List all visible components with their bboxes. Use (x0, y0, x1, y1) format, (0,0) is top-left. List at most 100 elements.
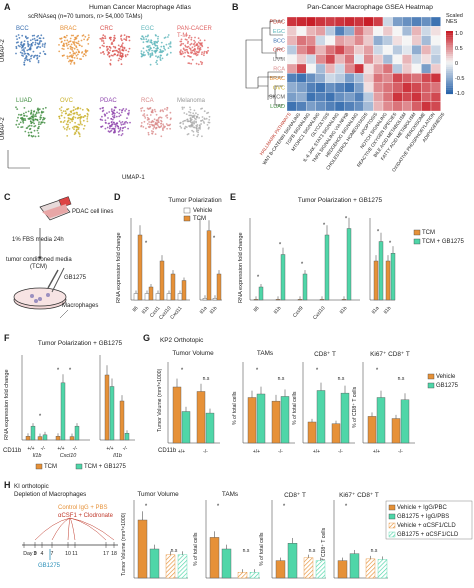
panel-letter-e: E (230, 192, 237, 202)
g-bar-gb (316, 390, 326, 444)
panel-letter-g: G (143, 333, 151, 343)
h-legend-0: Vehicle + IgG/PBC (397, 505, 447, 511)
timeline-day: 11 (72, 551, 77, 557)
f-genotype: -/- (73, 446, 78, 452)
g-bar-vehicle (196, 391, 206, 444)
treatment-arrow (69, 517, 76, 541)
e-legend-gb: TCM + GB1275 (422, 239, 464, 245)
e-sig: * (301, 262, 304, 268)
e-bar-tcm (253, 299, 259, 301)
panel-h-timeline: Day 03 4 7 10 11 17 18 (22, 517, 118, 560)
h-header-2: Depletion of Macrophages (14, 491, 87, 498)
d-bar-vehicle (144, 293, 150, 301)
heatmap-row-label: BCC (273, 38, 285, 44)
e-category-label: Cxcl10 (312, 305, 327, 321)
g-bar-gb (376, 397, 386, 444)
e-bar-tcm (275, 299, 281, 301)
c-macrophages: Macrophages (62, 303, 99, 309)
g-legend-vehicle: Vehicle (436, 374, 456, 380)
f-bar-tcm (25, 436, 31, 441)
panel-g-header: KP2 Orthotopic (160, 337, 204, 344)
g-bar-gb (280, 396, 290, 444)
panel-a-subtitle: scRNAseq (n=70 tumors, n> 54,000 TAMs) (28, 14, 143, 20)
e-category-label: Il1b (383, 305, 393, 315)
umap-cluster-luad (15, 106, 47, 138)
panel-letter-c: C (4, 192, 11, 202)
h-title-2: CD8⁺ T (284, 492, 306, 499)
cluster-label-ovc: OVC (60, 98, 74, 104)
treatment-arrow (69, 517, 107, 541)
e-category-label: Il1b (339, 305, 349, 315)
g-bar-gb (400, 399, 410, 444)
f-bar-gb (42, 434, 48, 441)
f-bar-gb (74, 425, 80, 441)
g-genotype: -/- (338, 449, 343, 455)
g-cd11b: CD11b (158, 448, 177, 454)
g-title-2: CD8⁺ T (314, 351, 336, 358)
e-bar-tcm (373, 260, 379, 301)
heatmap-row-label: BRAC (269, 76, 285, 82)
e-bar-gb (378, 241, 384, 301)
panel-f-chart: +/+ -/-Il1b+/+ -/-Cxcl10+/+ -/-Il1b** * (21, 355, 135, 470)
h-drug: GB1275 (38, 563, 61, 569)
h-sig-ns: n.s (371, 548, 378, 554)
umap-cluster-brac (58, 34, 90, 65)
d-sig: * (213, 236, 216, 242)
cluster-label-luad: LUAD (16, 98, 33, 104)
g-bar-vehicle (391, 418, 401, 444)
g-bar-vehicle (307, 421, 317, 444)
d-category-label: Il1b (209, 305, 219, 315)
umap-cluster-pdac (99, 106, 131, 137)
f-cd11b: CD11b (3, 448, 22, 454)
e-bar-gb (258, 286, 264, 301)
h-bar-3 (249, 572, 260, 579)
d-legend-tcm: TCM (193, 216, 206, 222)
g-sig-ns: n.s (278, 376, 285, 382)
e-bar-gb (346, 228, 352, 301)
h-bar-1 (149, 548, 160, 579)
f-bar-gb (124, 433, 130, 441)
d-bar-vehicle (155, 293, 161, 301)
panel-g-chart: +/+ -/- * n.s +/+ -/- * n.s +/+ -/- * n.s +/+ -/- * n.s (167, 362, 435, 455)
umap-cluster-egc (140, 34, 172, 66)
g-genotype: -/- (398, 449, 403, 455)
heatmap-cell-9-15 (430, 101, 441, 112)
c-pdac-lines: PDAC cell lines (72, 209, 114, 215)
g-sig: * (181, 368, 184, 374)
f-bar-gb (60, 382, 66, 441)
heatmap-dendrogram (245, 20, 283, 106)
f-genotype: +/+ (106, 446, 113, 452)
f-genotype: -/- (41, 446, 46, 452)
panel-letter-d: D (114, 192, 121, 202)
d-bar-tcm (181, 280, 187, 301)
e-category-label: Il1a (371, 305, 381, 315)
g-legend-box-vehicle (427, 373, 435, 380)
timeline-day: Day 0 (23, 551, 37, 557)
h-legend-box-0 (388, 504, 396, 511)
h-bar-0 (275, 560, 286, 579)
g-bar-vehicle (331, 423, 341, 444)
scale-tick-3: 0 (455, 61, 459, 67)
g-title-1: TAMs (256, 350, 274, 357)
g-bar-gb (256, 393, 266, 444)
panel-letter-b: B (232, 2, 239, 12)
d-bar-vehicle (212, 298, 218, 301)
h-legend-1: GB1275 + IgG/PBS (397, 514, 450, 520)
g-bar-vehicle (367, 416, 377, 444)
g-legend-box-gb (427, 382, 435, 389)
g-genotype: +/+ (253, 449, 260, 455)
d-bar-tcm (137, 234, 143, 301)
panel-e-title: Tumor Polarization + GB1275 (297, 197, 383, 204)
d-category-label: Il6 (132, 305, 140, 313)
e-sig: * (279, 243, 282, 249)
d-bar-vehicle (202, 298, 208, 301)
panel-h-chart: * n.s * n.s * n.s * n.s (133, 500, 473, 579)
scale-tick-2: 0.5 (455, 46, 463, 52)
treatment-arrow (69, 517, 115, 541)
h-legend-box-1 (388, 513, 396, 520)
f-legend-gb: TCM + GB1275 (84, 464, 126, 470)
d-legend-vehicle: Vehicle (193, 208, 213, 214)
treatment-arrow (34, 517, 71, 541)
h-bar-3 (315, 560, 326, 579)
